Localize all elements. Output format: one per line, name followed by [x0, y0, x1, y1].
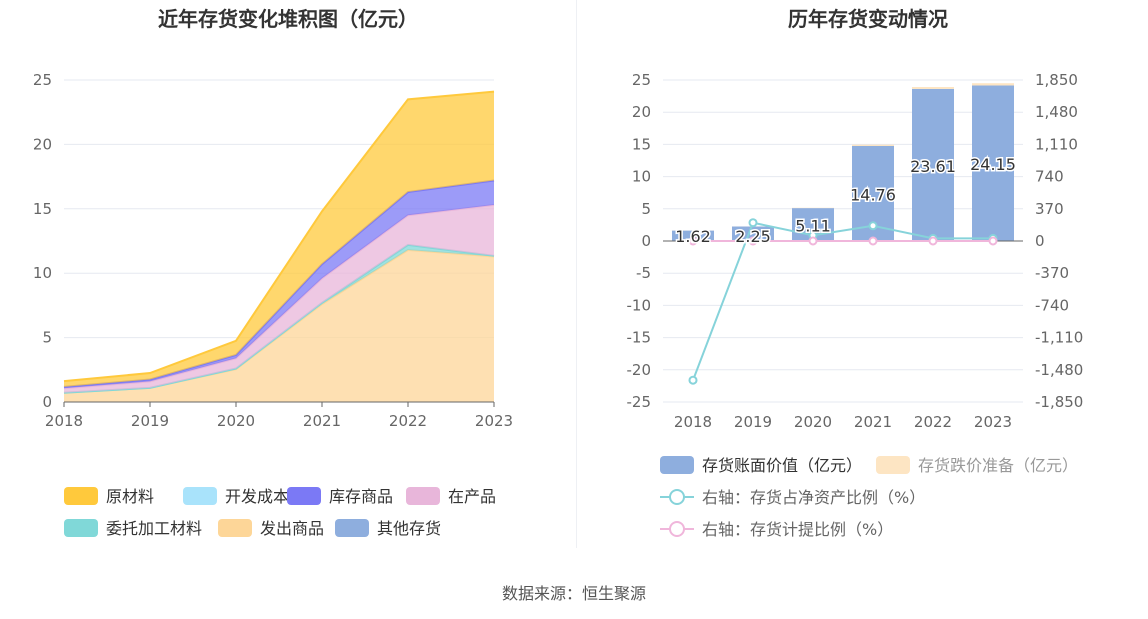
line-point [928, 236, 938, 246]
right-axis-tick-label: 1,110 [1035, 135, 1078, 153]
bar-value-label: 14.76 [850, 185, 896, 204]
legend-label: 发出商品 [260, 519, 324, 538]
inventory-bar [672, 230, 714, 241]
line-point [688, 236, 698, 246]
legend-label: 库存商品 [329, 487, 393, 506]
left-y-tick-label: 20 [33, 135, 52, 153]
impairment-bar [912, 87, 954, 89]
left-axis-tick-label: -5 [636, 264, 651, 282]
left-x-tick-label: 2020 [217, 412, 255, 430]
right-x-tick-label: 2021 [854, 413, 892, 431]
left-x-tick-label: 2018 [45, 412, 83, 430]
left-chart-title: 近年存货变化堆积图（亿元） [158, 7, 418, 31]
legend-label: 右轴：存货计提比例（%） [702, 520, 893, 539]
line-point [868, 221, 878, 231]
left-x-tick-label: 2023 [475, 412, 513, 430]
line-point [808, 236, 818, 246]
right-axis-tick-label: -740 [1035, 296, 1069, 314]
right-x-tick-label: 2019 [734, 413, 772, 431]
legend-swatch-在产品 [406, 487, 440, 505]
area-发出商品 [64, 250, 494, 402]
bar-value-label: 5.11 [795, 217, 831, 236]
right-x-tick-label: 2018 [674, 413, 712, 431]
line-point [868, 236, 878, 246]
right-x-tick-label: 2023 [974, 413, 1012, 431]
legend-swatch-开发成本 [183, 487, 217, 505]
area-原材料 [64, 91, 494, 387]
inventory-bar [972, 85, 1014, 241]
legend-swatch-impairment [876, 456, 910, 474]
right-axis-tick-label: 0 [1035, 232, 1045, 250]
panel-divider [576, 0, 577, 548]
right-axis-tick-label: 1,850 [1035, 71, 1078, 89]
legend-label: 开发成本 [225, 487, 289, 506]
stacked-area-chart: 0 5 10 15 20 25 2018 2019 2020 2021 2022 2023 原材料 开发成… [33, 71, 513, 538]
left-axis-tick-label: -15 [627, 329, 652, 347]
left-x-tick-label: 2022 [389, 412, 427, 430]
line-point [748, 218, 758, 228]
line-point [988, 236, 998, 246]
left-axis-tick-label: 5 [641, 200, 651, 218]
line-point [688, 375, 698, 385]
left-y-tick-label: 15 [33, 200, 52, 218]
legend-line-marker [669, 489, 685, 505]
left-axis-tick-label: 20 [632, 103, 651, 121]
left-axis-tick-label: 25 [632, 71, 651, 89]
right-axis-tick-label: 370 [1035, 200, 1064, 218]
bar-value-label: 2.25 [735, 227, 771, 246]
left-axis-tick-label: -25 [627, 393, 652, 411]
legend-label: 存货账面价值（亿元） [702, 456, 862, 475]
area-edge-原材料 [63, 90, 495, 383]
left-y-tick-label: 25 [33, 71, 52, 89]
left-y-tick-label: 5 [42, 329, 52, 347]
legend-label: 原材料 [106, 487, 154, 506]
left-axis-tick-label: 0 [641, 232, 651, 250]
left-x-tick-label: 2021 [303, 412, 341, 430]
area-在产品 [64, 204, 494, 393]
bar-value-label: 24.15 [970, 155, 1016, 174]
legend-label: 委托加工材料 [106, 519, 202, 538]
left-axis-tick-label: -10 [627, 296, 652, 314]
legend-swatch-其他存货 [335, 519, 369, 537]
legend-label: 其他存货 [377, 519, 441, 538]
left-axis-tick-label: 15 [632, 135, 651, 153]
right-axis-tick-label: -370 [1035, 264, 1069, 282]
bar-value-label: 23.61 [910, 157, 956, 176]
left-axis-tick-label: 10 [632, 168, 651, 186]
right-axis-tick-label: -1,110 [1035, 329, 1083, 347]
impairment-bar [972, 83, 1014, 86]
right-axis-tick-label: -1,850 [1035, 393, 1083, 411]
legend-swatch-原材料 [64, 487, 98, 505]
data-source: 数据来源：恒生聚源 [501, 584, 646, 603]
legend-swatch-inventory [660, 456, 694, 474]
legend-line-marker [669, 521, 685, 537]
legend-label: 存货跌价准备（亿元） [918, 456, 1078, 475]
line-右轴：存货占净资产比例（%） [692, 221, 993, 381]
inventory-bar [912, 88, 954, 241]
legend-label: 右轴：存货占净资产比例（%） [702, 488, 925, 507]
inventory-bar [732, 226, 774, 241]
legend-swatch-库存商品 [287, 487, 321, 505]
legend-label: 在产品 [448, 487, 496, 506]
left-y-tick-label: 0 [42, 393, 52, 411]
area-库存商品 [64, 180, 494, 389]
left-y-tick-label: 10 [33, 264, 52, 282]
left-axis-tick-label: -20 [627, 361, 652, 379]
right-axis-tick-label: 1,480 [1035, 103, 1078, 121]
impairment-bar [852, 144, 894, 146]
left-x-tick-label: 2019 [131, 412, 169, 430]
right-x-tick-label: 2022 [914, 413, 952, 431]
right-axis-tick-label: 740 [1035, 168, 1064, 186]
legend-swatch-发出商品 [218, 519, 252, 537]
right-axis-tick-label: -1,480 [1035, 361, 1083, 379]
legend-swatch-委托加工材料 [64, 519, 98, 537]
bar-value-label: 1.62 [675, 227, 711, 246]
right-chart-title: 历年存货变动情况 [788, 7, 948, 31]
inventory-change-chart: 25 20 15 10 5 0 -5 -10 -15 -20 -25 1,850 1,480 1,110 7… [627, 71, 1084, 539]
line-point [748, 236, 758, 246]
right-x-tick-label: 2020 [794, 413, 832, 431]
